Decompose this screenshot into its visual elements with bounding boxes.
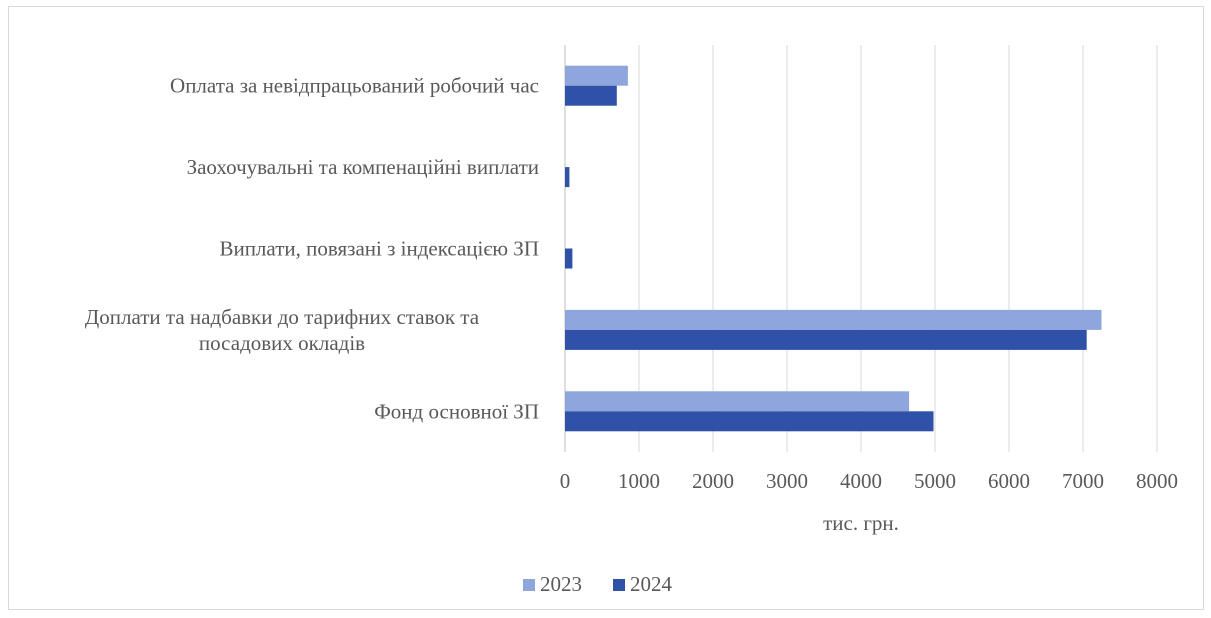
category-label: Заохочувальні та компенаційні виплати	[187, 155, 539, 179]
bar-2024	[565, 167, 570, 188]
category-label: Виплати, повязані з індексацією ЗП	[219, 237, 539, 261]
bar-2024	[565, 411, 934, 432]
x-tick-labels: 0 1000 2000 3000 4000 5000 6000 7000 8000	[560, 469, 1178, 493]
x-tick-label: 6000	[988, 469, 1030, 493]
bar-2024	[565, 329, 1087, 350]
x-tick-label: 7000	[1062, 469, 1104, 493]
x-tick-label: 4000	[840, 469, 882, 493]
bar-chart: Оплата за невідпрацьований робочий час За…	[85, 45, 1178, 596]
chart-frame: Оплата за невідпрацьований робочий час За…	[8, 6, 1204, 610]
gridlines	[564, 45, 1158, 452]
bar-2023	[565, 65, 628, 86]
x-tick-label: 5000	[914, 469, 956, 493]
category-label: Оплата за невідпрацьований робочий час	[170, 74, 539, 98]
x-tick-label: 3000	[766, 469, 808, 493]
x-axis-title: тис. грн.	[823, 511, 899, 535]
x-tick-label: 1000	[618, 469, 660, 493]
legend-swatch-2024	[613, 579, 625, 591]
category-label: Доплати та надбавки до тарифних ставок т…	[85, 305, 480, 329]
bar-2023	[565, 391, 910, 412]
legend-label: 2024	[630, 572, 673, 596]
bar-2024	[565, 85, 617, 106]
category-label: посадових окладів	[199, 331, 365, 355]
x-tick-label: 0	[560, 469, 571, 493]
bar-2023	[565, 309, 1102, 330]
legend-swatch-2023	[523, 579, 535, 591]
bars	[565, 65, 1102, 432]
legend-label: 2023	[540, 572, 582, 596]
x-tick-label: 8000	[1136, 469, 1178, 493]
category-label: Фонд основної ЗП	[374, 399, 539, 423]
bar-2024	[565, 248, 573, 269]
x-tick-label: 2000	[692, 469, 734, 493]
legend: 2023 2024	[523, 572, 673, 596]
category-labels: Оплата за невідпрацьований робочий час За…	[85, 74, 539, 424]
